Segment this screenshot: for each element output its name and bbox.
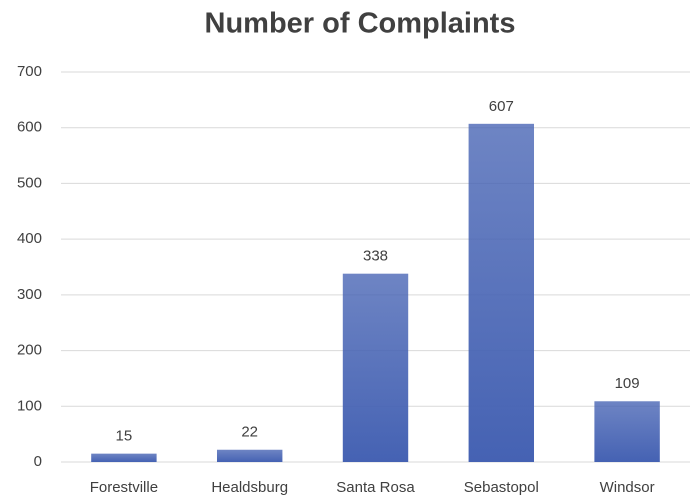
x-tick-label: Windsor	[600, 479, 655, 496]
bar	[468, 123, 535, 463]
bar	[594, 401, 660, 462]
data-label: 22	[241, 424, 258, 441]
x-tick-label: Sebastopol	[464, 479, 539, 496]
x-tick-label: Santa Rosa	[336, 479, 415, 496]
chart-title: Number of Complaints	[205, 8, 516, 40]
x-tick-label: Healdsburg	[211, 479, 288, 496]
y-tick-label: 0	[34, 453, 42, 470]
data-label: 15	[116, 428, 133, 445]
data-label: 109	[615, 375, 640, 392]
y-tick-label: 100	[17, 397, 42, 414]
y-tick-label: 200	[17, 342, 42, 359]
bar	[216, 449, 283, 462]
bar	[91, 453, 157, 462]
x-tick-label: Forestville	[90, 479, 158, 496]
data-label: 338	[363, 248, 388, 265]
bar	[342, 273, 409, 462]
y-tick-label: 500	[17, 174, 42, 191]
data-label: 607	[489, 98, 514, 115]
y-tick-label: 400	[17, 230, 42, 247]
y-tick-label: 700	[17, 63, 42, 80]
y-tick-label: 300	[17, 286, 42, 303]
y-tick-label: 600	[17, 119, 42, 136]
